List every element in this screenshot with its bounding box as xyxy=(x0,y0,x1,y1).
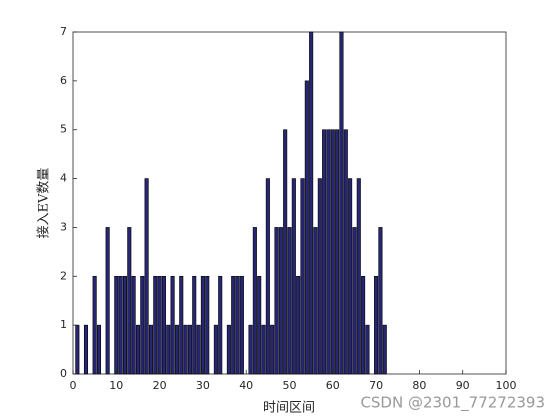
bar xyxy=(326,129,331,375)
bar xyxy=(83,324,89,375)
bar xyxy=(322,129,327,375)
bar xyxy=(161,275,166,375)
x-tick-label: 100 xyxy=(496,379,517,392)
bar xyxy=(361,275,366,375)
bar xyxy=(235,275,240,375)
bar xyxy=(365,324,370,375)
y-tick-label: 7 xyxy=(60,25,67,38)
y-tick-label: 3 xyxy=(60,220,67,233)
bar xyxy=(309,31,314,375)
bar xyxy=(192,275,197,375)
bar xyxy=(131,275,136,375)
bar xyxy=(174,324,179,375)
bar xyxy=(374,275,379,375)
bar xyxy=(348,178,353,375)
y-tick-label: 0 xyxy=(60,367,67,380)
bar xyxy=(92,275,97,375)
bar xyxy=(283,129,288,375)
watermark: CSDN @2301_77272393 xyxy=(360,394,545,413)
bar xyxy=(127,227,132,375)
y-tick-label: 2 xyxy=(60,269,67,282)
bar xyxy=(335,129,340,375)
bar xyxy=(96,324,102,375)
bar xyxy=(257,275,262,375)
bar xyxy=(313,227,318,375)
bar xyxy=(213,324,218,375)
bar xyxy=(105,227,110,375)
bar xyxy=(287,227,292,375)
bar xyxy=(218,275,223,375)
y-tick-label: 5 xyxy=(60,123,67,136)
bar xyxy=(343,129,348,375)
bar xyxy=(248,324,253,375)
x-tick-label: 40 xyxy=(239,379,253,392)
bar xyxy=(205,275,210,375)
bar xyxy=(356,178,361,375)
bar xyxy=(378,227,383,375)
bar xyxy=(144,178,149,375)
x-tick-label: 80 xyxy=(412,379,426,392)
x-axis-label: 时间区间 xyxy=(263,401,315,416)
bar xyxy=(352,227,357,375)
bar xyxy=(317,178,322,375)
bar xyxy=(170,275,175,375)
bar xyxy=(330,129,335,375)
bar xyxy=(187,324,192,375)
bar xyxy=(118,275,123,375)
bar xyxy=(140,275,145,375)
bar xyxy=(270,324,275,375)
bar xyxy=(300,178,305,375)
bar xyxy=(274,227,279,375)
bar xyxy=(231,275,236,375)
y-tick-label: 1 xyxy=(60,318,67,331)
bar xyxy=(122,275,127,375)
bar xyxy=(179,275,184,375)
bar xyxy=(183,324,188,375)
x-tick-label: 0 xyxy=(70,379,77,392)
x-tick-label: 20 xyxy=(153,379,167,392)
bar xyxy=(291,178,296,375)
x-tick-label: 10 xyxy=(109,379,123,392)
bar xyxy=(200,275,205,375)
bar xyxy=(382,324,387,375)
bar xyxy=(75,324,80,375)
bar xyxy=(196,324,201,375)
bar xyxy=(265,178,270,375)
bar xyxy=(278,227,283,375)
x-tick-label: 60 xyxy=(326,379,340,392)
bar xyxy=(114,275,119,375)
bar xyxy=(166,324,171,375)
bar xyxy=(339,31,344,375)
x-tick-label: 30 xyxy=(196,379,210,392)
x-tick-label: 70 xyxy=(369,379,383,392)
bar xyxy=(252,227,257,375)
bar xyxy=(261,324,266,375)
bar xyxy=(153,275,158,375)
bar xyxy=(296,275,301,375)
bar xyxy=(135,324,140,375)
y-axis-label: 接入EV数量 xyxy=(36,168,52,239)
bar xyxy=(157,275,162,375)
bar xyxy=(304,80,309,375)
x-tick-label: 50 xyxy=(283,379,297,392)
y-tick-label: 4 xyxy=(60,172,67,185)
bar xyxy=(148,324,153,375)
x-tick-label: 90 xyxy=(456,379,470,392)
y-tick-label: 6 xyxy=(60,74,67,87)
bar xyxy=(226,324,231,375)
bar xyxy=(239,275,244,375)
